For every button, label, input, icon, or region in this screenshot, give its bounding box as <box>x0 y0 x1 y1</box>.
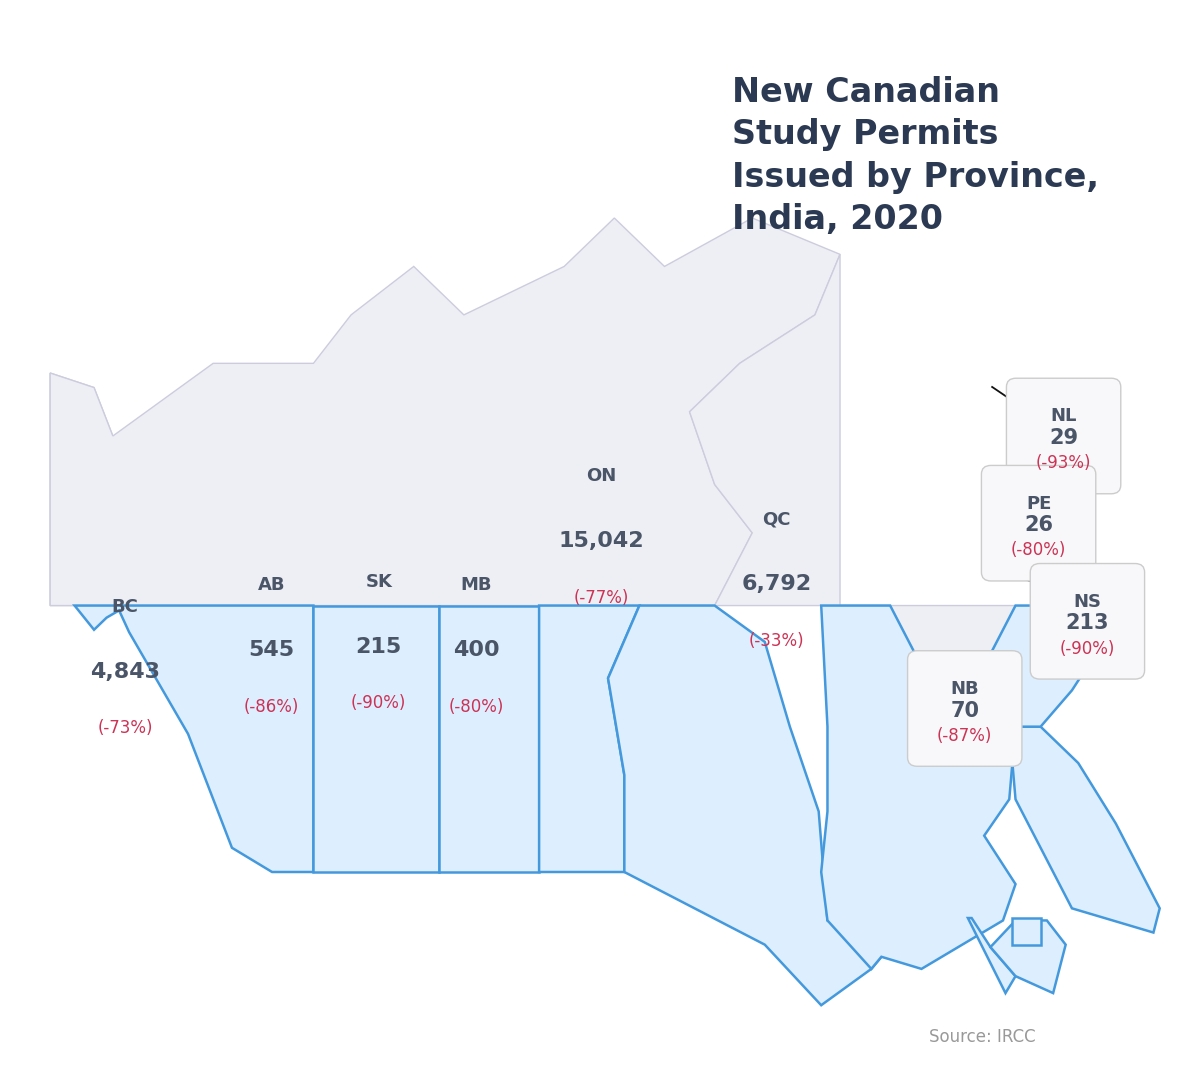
Text: (-93%): (-93%) <box>1036 455 1091 472</box>
Text: 213: 213 <box>1066 614 1109 633</box>
Text: New Canadian
Study Permits
Issued by Province,
India, 2020: New Canadian Study Permits Issued by Pro… <box>732 76 1099 235</box>
Text: (-86%): (-86%) <box>244 698 299 716</box>
Text: (-80%): (-80%) <box>449 698 504 716</box>
Polygon shape <box>1009 727 1159 933</box>
Text: 215: 215 <box>355 637 402 656</box>
Text: (-77%): (-77%) <box>574 589 629 607</box>
FancyBboxPatch shape <box>1031 564 1145 679</box>
Polygon shape <box>990 920 1066 993</box>
Polygon shape <box>539 606 640 872</box>
Polygon shape <box>840 606 1015 702</box>
Polygon shape <box>1012 918 1040 945</box>
Text: NS: NS <box>1074 593 1102 610</box>
Polygon shape <box>313 606 439 872</box>
Text: 4,843: 4,843 <box>90 662 160 681</box>
Text: PE: PE <box>1026 495 1051 512</box>
Text: (-80%): (-80%) <box>1010 542 1067 559</box>
Polygon shape <box>968 918 1015 993</box>
Polygon shape <box>439 606 539 872</box>
Text: QC: QC <box>762 510 791 529</box>
Text: 29: 29 <box>1049 428 1078 448</box>
Text: 545: 545 <box>248 640 295 659</box>
Text: SK: SK <box>365 572 392 591</box>
Text: 6,792: 6,792 <box>742 574 811 594</box>
Polygon shape <box>50 218 840 606</box>
FancyBboxPatch shape <box>1007 378 1121 494</box>
Text: (-90%): (-90%) <box>1060 640 1115 657</box>
Polygon shape <box>608 606 881 1005</box>
Text: MB: MB <box>461 576 492 594</box>
Text: ON: ON <box>587 467 617 485</box>
Text: AB: AB <box>258 576 286 594</box>
Text: NL: NL <box>1050 408 1076 425</box>
FancyBboxPatch shape <box>982 465 1096 581</box>
Polygon shape <box>965 606 1116 727</box>
Text: Source: IRCC: Source: IRCC <box>929 1028 1036 1046</box>
Text: 15,042: 15,042 <box>559 531 644 550</box>
Text: 26: 26 <box>1024 516 1054 535</box>
Polygon shape <box>821 606 1015 969</box>
Text: (-90%): (-90%) <box>352 694 407 713</box>
Polygon shape <box>50 373 113 606</box>
Text: (-87%): (-87%) <box>937 727 992 744</box>
FancyBboxPatch shape <box>907 651 1022 766</box>
Text: 400: 400 <box>454 640 499 659</box>
Text: BC: BC <box>112 597 138 616</box>
Text: (-73%): (-73%) <box>97 719 152 738</box>
Text: 70: 70 <box>950 701 979 720</box>
Text: NB: NB <box>950 680 979 698</box>
Polygon shape <box>74 606 313 872</box>
Polygon shape <box>640 254 840 606</box>
Text: (-33%): (-33%) <box>749 632 804 651</box>
